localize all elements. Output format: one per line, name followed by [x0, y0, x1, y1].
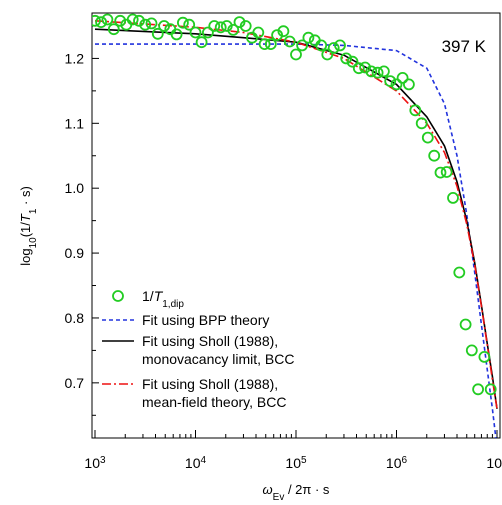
data-point: [453, 266, 466, 279]
data-point: [183, 18, 196, 31]
data-point: [214, 21, 227, 34]
data-point: [271, 29, 284, 41]
data-point: [290, 48, 302, 61]
data-point: [384, 75, 397, 87]
data-point: [114, 14, 127, 27]
data-point: [409, 104, 422, 117]
data-point: [258, 38, 271, 50]
data-point: [377, 65, 390, 78]
data-point: [145, 17, 158, 30]
data-point: [296, 39, 309, 52]
data-point: [492, 443, 502, 453]
data-point: [239, 20, 252, 32]
data-point: [107, 23, 120, 36]
data-point: [95, 16, 107, 29]
data-point: [101, 13, 114, 26]
legend-label-meanfield-2: mean-field theory, BCC: [142, 394, 286, 410]
series-line-3: [94, 20, 498, 409]
data-point: [465, 344, 478, 357]
data-point: [359, 61, 372, 74]
data-point: [151, 27, 164, 40]
x-tick-label-0: 103: [84, 455, 106, 472]
data-point: [283, 35, 296, 48]
y-tick-label-1: 0.8: [65, 310, 85, 326]
y-tick-label-4: 1.1: [65, 115, 85, 131]
data-point: [92, 14, 101, 27]
data-point: [264, 38, 277, 50]
data-point: [139, 18, 152, 31]
x-tick-label-3: 106: [386, 455, 408, 472]
data-point: [415, 117, 428, 130]
data-point: [227, 23, 240, 36]
data-point: [428, 149, 441, 162]
data-point: [233, 16, 246, 29]
data-point: [402, 78, 415, 91]
data-point: [478, 350, 491, 363]
legend-label-meanfield-1: Fit using Sholl (1988),: [142, 376, 278, 392]
x-tick-label-4: 107: [486, 455, 502, 472]
data-point: [327, 42, 340, 54]
data-point: [459, 318, 472, 331]
data-point: [440, 166, 453, 178]
x-tick-label-1: 104: [185, 455, 207, 472]
data-point: [447, 191, 459, 204]
y-tick-label-2: 0.9: [65, 245, 85, 261]
data-point: [170, 28, 183, 41]
data-point: [126, 13, 139, 26]
data-point: [472, 383, 485, 396]
data-point: [133, 14, 145, 27]
data-point: [346, 55, 359, 68]
data-point: [352, 62, 365, 75]
data-point: [315, 39, 328, 52]
x-axis-label: ωEv / 2π · s: [263, 482, 330, 503]
data-point: [421, 131, 434, 144]
legend-label-dip: 1/T1,dip: [142, 288, 184, 310]
legend-marker-dip: [112, 290, 124, 302]
data-point: [334, 39, 346, 52]
x-tick-label-2: 105: [285, 455, 307, 472]
series-line-2: [94, 28, 498, 409]
data-point: [220, 20, 233, 32]
y-tick-label-0: 0.7: [65, 375, 85, 391]
data-point: [396, 72, 409, 84]
data-points: [92, 13, 502, 453]
plot-frame: [91, 12, 501, 439]
legend: 1/T1,dip Fit using BPP theory Fit using …: [102, 288, 295, 410]
data-point: [208, 20, 221, 32]
data-point: [390, 78, 403, 91]
data-point: [340, 52, 353, 65]
legend-label-bpp: Fit using BPP theory: [142, 312, 269, 328]
data-point: [434, 166, 447, 179]
y-axis-label: log10(1/T1 · s): [18, 186, 39, 266]
y-tick-label-5: 1.2: [65, 50, 85, 66]
data-point: [365, 65, 378, 78]
data-point: [158, 20, 171, 32]
data-point: [484, 383, 497, 396]
y-tick-label-3: 1.0: [65, 180, 85, 196]
temperature-annotation: 397 K: [442, 37, 487, 56]
data-point: [321, 48, 334, 61]
data-point: [277, 25, 290, 38]
data-point: [252, 26, 265, 39]
data-point: [201, 26, 214, 39]
data-point: [302, 31, 315, 44]
data-point: [195, 36, 208, 49]
legend-label-monovacancy-2: monovacancy limit, BCC: [142, 351, 295, 367]
data-point: [176, 16, 189, 29]
legend-label-monovacancy-1: Fit using Sholl (1988),: [142, 333, 278, 349]
data-point: [371, 66, 384, 79]
data-point: [189, 26, 202, 39]
